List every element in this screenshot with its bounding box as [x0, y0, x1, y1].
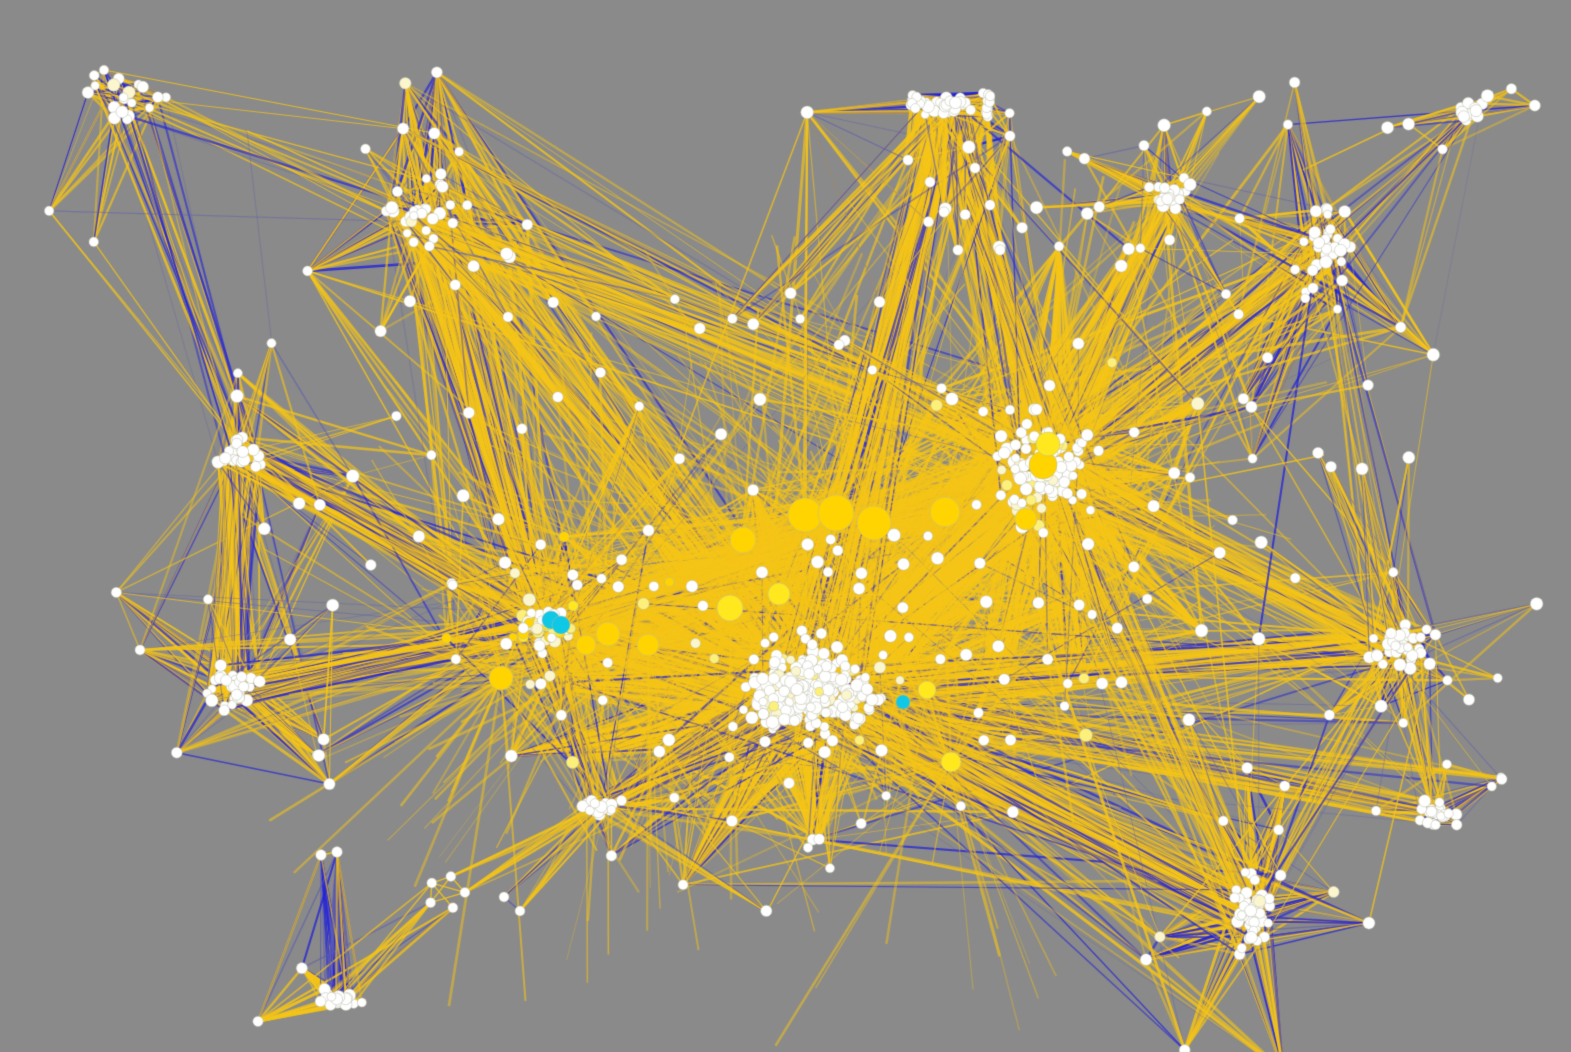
network-graph-canvas[interactable]: [0, 0, 1571, 1052]
network-graph-visualization: [0, 0, 1571, 1052]
